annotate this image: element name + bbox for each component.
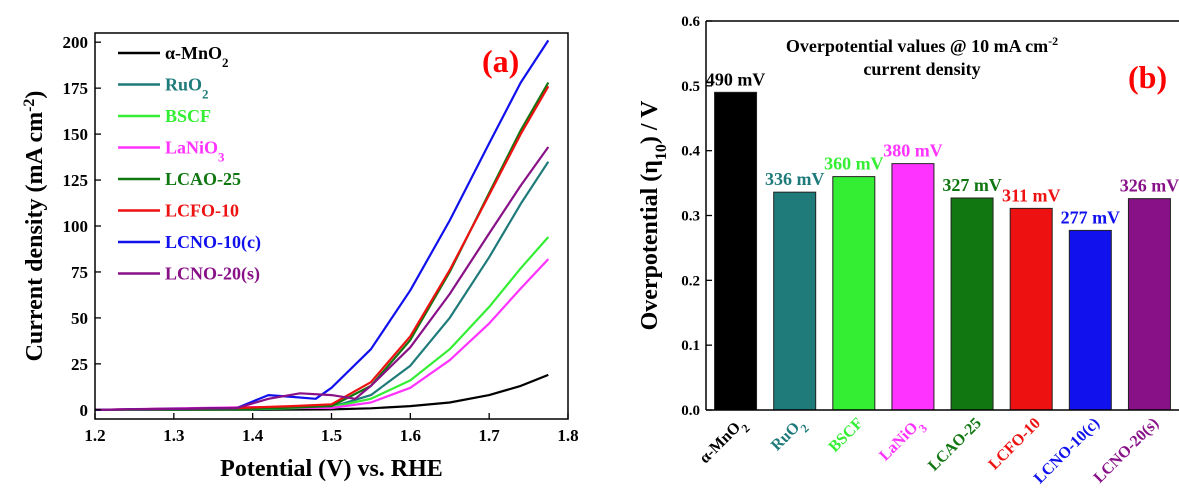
series-line-1 — [94, 161, 550, 411]
y-tick-label: 25 — [71, 355, 88, 374]
y-axis-label-sub: 10 — [653, 144, 670, 160]
chart-title-line2: current density — [863, 59, 980, 79]
bar-5 — [1009, 207, 1053, 411]
y-tick-label: 0.6 — [681, 14, 700, 30]
legend-entry-name: LCFO-10 — [165, 201, 239, 221]
y-axis-label: Overpotential (η10) / V — [637, 100, 670, 330]
series-line-2 — [94, 236, 550, 411]
x-category-name: α-MnO — [696, 419, 744, 467]
bar-value-label: 326 mV — [1120, 176, 1179, 196]
y-tick-label: 0.1 — [681, 338, 700, 354]
legend-entry-0: α-MnO2 — [165, 43, 229, 70]
x-tick-label: 1.4 — [242, 426, 264, 445]
x-tick-label: 1.7 — [479, 426, 501, 445]
bar-value-label: 336 mV — [765, 169, 825, 189]
y-tick-label: 0.2 — [681, 273, 700, 289]
x-tick-label: 1.6 — [400, 426, 421, 445]
x-category-name: LaNiO — [876, 419, 921, 464]
chart-title-sup: -2 — [1048, 34, 1058, 48]
bar-value-label: 380 mV — [883, 141, 943, 161]
y-tick-label: 200 — [63, 33, 89, 52]
x-category-label: LaNiO3 — [876, 415, 930, 469]
y-tick-label: 0.3 — [681, 209, 700, 225]
y-tick-label: 125 — [63, 171, 89, 190]
bar-6 — [1068, 229, 1112, 411]
bar-4 — [950, 197, 994, 411]
bar-value-label: 311 mV — [1002, 185, 1061, 205]
panel-label-b: (b) — [1128, 59, 1167, 95]
y-axis-label-post: ) / V — [637, 100, 663, 144]
legend-entry-name: RuO — [165, 75, 202, 95]
bar-value-label: 360 mV — [824, 154, 884, 174]
chart-title-main: Overpotential values @ 10 mA cm — [786, 36, 1048, 56]
series-line-6 — [94, 39, 550, 411]
x-category-label: LCFO-10 — [985, 415, 1044, 474]
y-axis-label: Current density (mA cm-2) — [21, 91, 49, 362]
y-axis-label-close: ) — [22, 91, 48, 99]
legend-entry-name: LCNO-10(c) — [165, 232, 261, 253]
y-tick-label: 50 — [71, 309, 88, 328]
legend-entry-1: RuO2 — [165, 75, 209, 102]
x-category-name: LCFO-10 — [985, 415, 1044, 474]
bar-value-label: 277 mV — [1061, 207, 1121, 227]
y-tick-label: 150 — [63, 125, 89, 144]
legend-entry-name: LCNO-20(s) — [165, 264, 260, 285]
x-category-label: BSCF — [826, 415, 867, 456]
y-axis-label-sup: -2 — [21, 99, 38, 112]
series-line-5 — [94, 85, 550, 411]
x-tick-label: 1.8 — [557, 426, 578, 445]
bar-3 — [891, 163, 935, 411]
legend-entry-3: LaNiO3 — [165, 138, 225, 165]
y-tick-label: 175 — [63, 79, 89, 98]
legend-entry-2: BSCF — [165, 106, 211, 126]
legend-entry-name: LCAO-25 — [165, 169, 241, 189]
legend-entry-name: α-MnO — [165, 43, 222, 63]
legend-entry-7: LCNO-20(s) — [165, 264, 260, 285]
x-tick-label: 1.2 — [84, 426, 105, 445]
x-category-label: LCAO-25 — [925, 415, 985, 475]
panel-label-a: (a) — [482, 43, 519, 79]
bar-1 — [773, 191, 817, 411]
bar-value-label: 327 mV — [942, 175, 1002, 195]
legend-entry-sub: 3 — [218, 149, 225, 164]
series-line-3 — [94, 258, 550, 411]
x-category-label: RuO2 — [768, 415, 812, 459]
y-tick-label: 0 — [80, 401, 89, 420]
bar-7 — [1127, 198, 1171, 411]
series-line-4 — [94, 82, 550, 411]
legend-entry-sub: 2 — [222, 55, 229, 70]
panel-a-line-chart: 1.2 1.3 1.4 1.5 1.6 1.7 1.8 0 25 50 75 100 125 150 175… — [21, 32, 579, 482]
y-tick-label: 75 — [71, 263, 88, 282]
chart-title-line1: Overpotential values @ 10 mA cm-2 — [786, 34, 1058, 56]
legend-entry-5: LCFO-10 — [165, 201, 239, 221]
legend-entry-name: BSCF — [165, 106, 211, 126]
bar-0 — [714, 91, 758, 411]
bar-value-label: 490 mV — [706, 69, 766, 89]
x-category-name: LCAO-25 — [925, 415, 985, 475]
x-axis-label: Potential (V) vs. RHE — [220, 456, 443, 482]
legend-entry-sub: 2 — [202, 86, 209, 101]
y-axis-label-main: Current density (mA cm — [22, 112, 48, 362]
y-tick-label: 100 — [63, 217, 89, 236]
series-line-7 — [94, 146, 550, 411]
x-category-label: α-MnO2 — [696, 415, 752, 471]
y-tick-label: 0.0 — [681, 403, 700, 419]
panel-b-bar-chart: 490 mV α-MnO2 336 mV RuO2 360 mV BSCF 380 mV La… — [637, 14, 1179, 487]
legend-entry-6: LCNO-10(c) — [165, 232, 261, 253]
bar-2 — [832, 176, 876, 411]
x-tick-label: 1.3 — [163, 426, 184, 445]
y-axis-label-pre: Overpotential (η — [637, 160, 663, 330]
y-tick-label: 0.5 — [681, 79, 700, 95]
x-category-name: BSCF — [826, 415, 867, 456]
y-tick-label: 0.4 — [681, 144, 700, 160]
legend-entry-4: LCAO-25 — [165, 169, 241, 189]
legend-entry-name: LaNiO — [165, 138, 218, 158]
x-tick-label: 1.5 — [321, 426, 342, 445]
